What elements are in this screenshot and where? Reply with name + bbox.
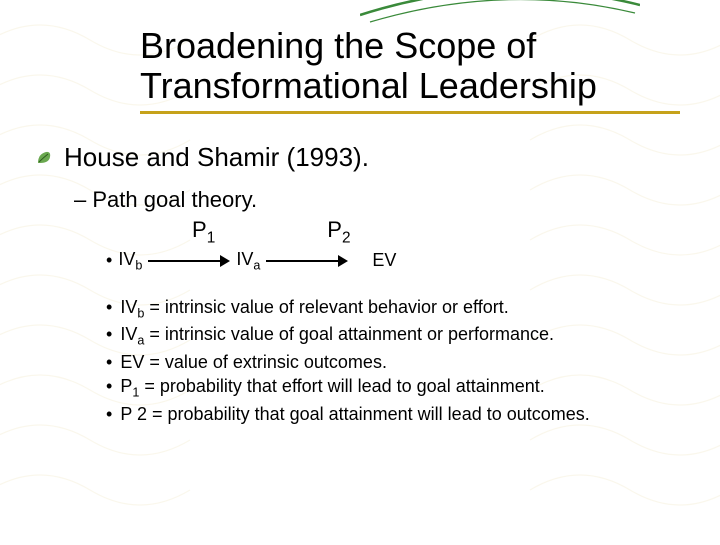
p2-label: P2 <box>327 217 350 247</box>
slide-title: Broadening the Scope of Transformational… <box>140 26 680 107</box>
ev-label: EV <box>372 250 396 271</box>
definition-item: EV = value of extrinsic outcomes. <box>106 350 680 374</box>
ivb-label: IVb <box>118 249 142 273</box>
definitions-list: IVb = intrinsic value of relevant behavi… <box>106 295 680 426</box>
arrow-icon <box>148 255 230 267</box>
slide: Broadening the Scope of Transformational… <box>0 0 720 540</box>
probability-labels-row: P1 P2 <box>74 217 680 247</box>
definition-item: IVb = intrinsic value of relevant behavi… <box>106 295 680 323</box>
definition-item: P 2 = probability that goal attainment w… <box>106 402 680 426</box>
flow-row: • IVb IVa EV <box>106 249 680 273</box>
iva-label: IVa <box>236 249 260 273</box>
leaf-bullet-icon <box>36 149 52 165</box>
bullet-level-1: House and Shamir (1993). <box>36 142 680 173</box>
p1-label: P1 <box>192 217 215 247</box>
arrow-icon <box>266 255 348 267</box>
l2-text: Path goal theory. <box>92 187 257 212</box>
title-underline: Broadening the Scope of Transformational… <box>140 20 680 114</box>
l1-text: House and Shamir (1993). <box>64 142 369 173</box>
definition-item: P1 = probability that effort will lead t… <box>106 374 680 402</box>
bullet-level-2: – Path goal theory. <box>74 187 680 213</box>
flow-bullet: • <box>106 250 112 271</box>
definition-item: IVa = intrinsic value of goal attainment… <box>106 322 680 350</box>
l2-dash: – <box>74 187 86 212</box>
